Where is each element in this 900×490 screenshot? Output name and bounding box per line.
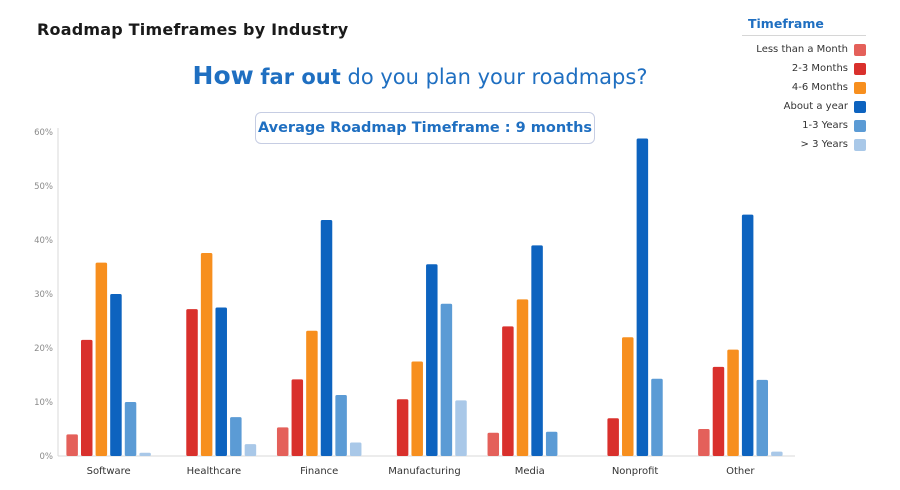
bar [455, 400, 467, 456]
headline-rest: do you plan your roadmaps? [347, 65, 648, 89]
bar [440, 303, 453, 456]
legend-item[interactable]: 2-3 Months [742, 59, 866, 78]
x-category-label: Nonprofit [612, 466, 659, 477]
legend-title: Timeframe [742, 16, 866, 36]
headline-how: How [192, 61, 254, 90]
bar [66, 434, 78, 456]
y-tick-label: 0% [40, 452, 54, 462]
bar [186, 309, 198, 456]
y-tick-label: 40% [34, 236, 53, 246]
bar [741, 214, 754, 456]
x-category-label: Finance [300, 466, 338, 477]
x-category-label: Healthcare [187, 466, 242, 477]
bar [139, 452, 151, 456]
bar [727, 349, 739, 456]
bar [200, 252, 213, 456]
bar [487, 432, 500, 456]
bar [502, 326, 514, 456]
bar [95, 262, 108, 456]
legend-item[interactable]: 4-6 Months [742, 78, 866, 97]
bar [349, 442, 362, 456]
legend-item[interactable]: 1-3 Years [742, 116, 866, 135]
legend: Timeframe Less than a Month 2-3 Months 4… [742, 16, 866, 154]
y-tick-label: 30% [34, 290, 53, 300]
legend-label: 4-6 Months [791, 82, 848, 93]
y-tick-label: 50% [34, 182, 53, 192]
y-tick-label: 60% [34, 128, 53, 138]
bar [426, 264, 438, 456]
bar [516, 299, 529, 456]
legend-swatch [854, 62, 866, 75]
legend-swatch [854, 43, 866, 56]
bar [636, 138, 649, 457]
legend-item[interactable]: > 3 Years [742, 135, 866, 154]
legend-label: 2-3 Months [791, 63, 848, 74]
bar [110, 294, 122, 456]
x-category-label: Manufacturing [388, 466, 460, 477]
legend-label: Less than a Month [756, 44, 848, 55]
bar [411, 361, 423, 456]
y-tick-label: 10% [34, 398, 53, 408]
bar [80, 339, 93, 456]
bar [531, 245, 543, 456]
bar [712, 366, 725, 456]
legend-swatch [854, 138, 866, 151]
chart-title: Roadmap Timeframes by Industry [37, 20, 349, 39]
average-timeframe-box: Average Roadmap Timeframe : 9 months [255, 112, 595, 144]
x-category-label: Other [726, 466, 755, 477]
legend-item[interactable]: About a year [742, 97, 866, 116]
bar [335, 394, 347, 456]
legend-label: > 3 Years [800, 139, 848, 150]
bar [396, 399, 409, 456]
bar [545, 431, 558, 456]
legend-label: 1-3 Years [802, 120, 848, 131]
bar [230, 417, 242, 456]
bar [244, 444, 257, 456]
headline: How far out do you plan your roadmaps? [0, 61, 840, 90]
x-category-label: Media [515, 466, 545, 477]
legend-item[interactable]: Less than a Month [742, 40, 866, 59]
bar [320, 220, 333, 456]
bar [291, 379, 304, 456]
x-category-label: Software [87, 466, 131, 477]
bar [215, 307, 227, 456]
average-timeframe-text: Average Roadmap Timeframe : 9 months [257, 120, 593, 136]
bar [306, 330, 318, 456]
bar [651, 378, 663, 456]
legend-swatch [854, 81, 866, 94]
bar [756, 379, 769, 456]
bar [771, 451, 783, 456]
bar [622, 337, 634, 456]
legend-swatch [854, 100, 866, 113]
bar [607, 418, 619, 456]
legend-swatch [854, 119, 866, 132]
bar [276, 427, 289, 456]
bar [124, 402, 137, 456]
headline-far-out: far out [260, 65, 341, 89]
legend-label: About a year [783, 101, 848, 112]
bar [698, 429, 710, 456]
y-tick-label: 20% [34, 344, 53, 354]
